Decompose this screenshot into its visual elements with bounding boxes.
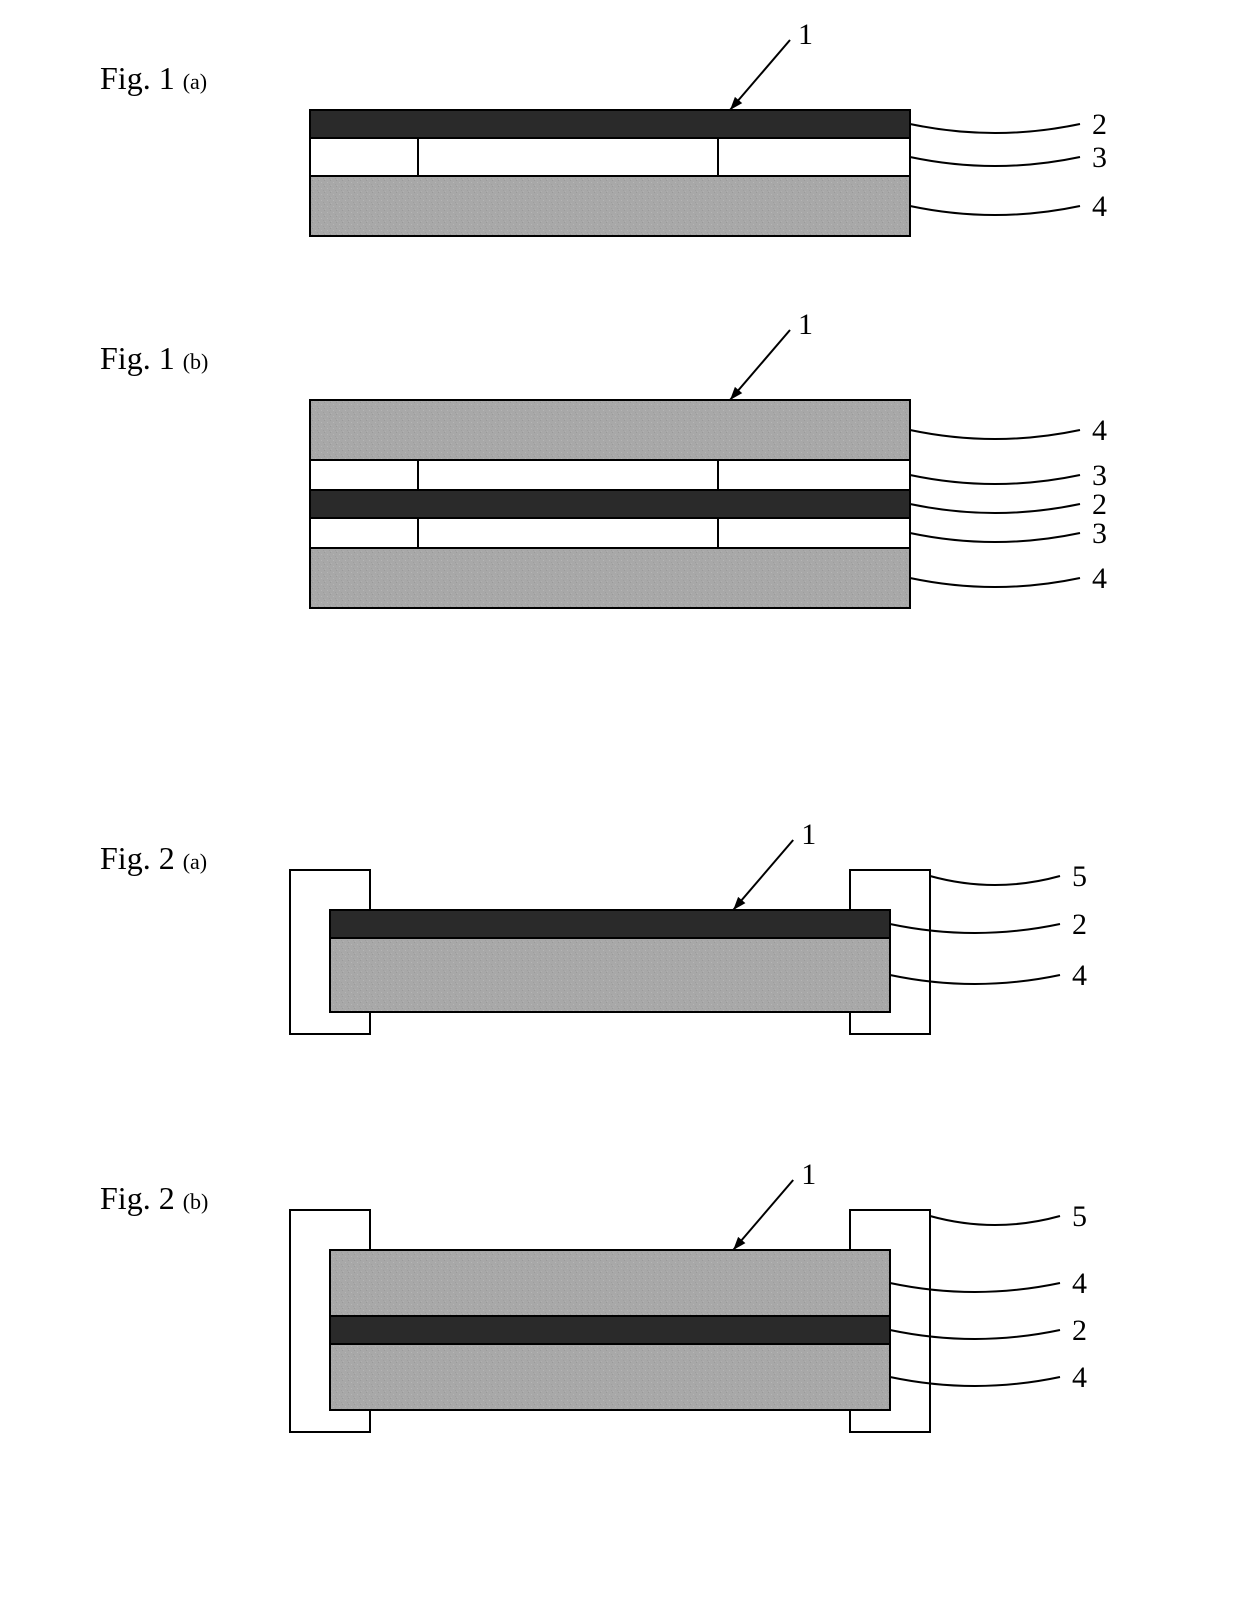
fig1a-sub: (a) — [183, 69, 207, 94]
svg-text:4: 4 — [1072, 1361, 1087, 1394]
fig2a-main: Fig. 2 — [100, 840, 175, 876]
fig2a-label: Fig. 2 (a) — [100, 840, 207, 877]
svg-text:4: 4 — [1092, 190, 1107, 223]
svg-text:4: 4 — [1092, 414, 1107, 447]
fig1a-main: Fig. 1 — [100, 60, 175, 96]
svg-text:4: 4 — [1092, 562, 1107, 595]
fig1b-main: Fig. 1 — [100, 340, 175, 376]
fig2b-sub: (b) — [183, 1189, 209, 1214]
fig2a-sub: (a) — [183, 849, 207, 874]
svg-text:2: 2 — [1072, 1314, 1087, 1347]
fig1a-label: Fig. 1 (a) — [100, 60, 207, 97]
fig1b-sub: (b) — [183, 349, 209, 374]
svg-text:4: 4 — [1072, 959, 1087, 992]
svg-text:1: 1 — [798, 308, 813, 341]
svg-text:2: 2 — [1072, 908, 1087, 941]
svg-text:5: 5 — [1072, 860, 1087, 893]
fig2b-label: Fig. 2 (b) — [100, 1180, 208, 1217]
svg-text:1: 1 — [801, 818, 816, 851]
svg-text:1: 1 — [798, 18, 813, 51]
svg-text:1: 1 — [801, 1158, 816, 1191]
svg-text:4: 4 — [1072, 1267, 1087, 1300]
page: Fig. 1 (a) Fig. 1 (b) Fig. 2 (a) Fig. 2 … — [0, 0, 1240, 1624]
fig2b-main: Fig. 2 — [100, 1180, 175, 1216]
svg-text:5: 5 — [1072, 1200, 1087, 1233]
svg-text:3: 3 — [1092, 517, 1107, 550]
fig1b-label: Fig. 1 (b) — [100, 340, 208, 377]
diagram-canvas: 2341432341245142451 — [0, 0, 1240, 1624]
svg-text:2: 2 — [1092, 108, 1107, 141]
svg-text:3: 3 — [1092, 141, 1107, 174]
